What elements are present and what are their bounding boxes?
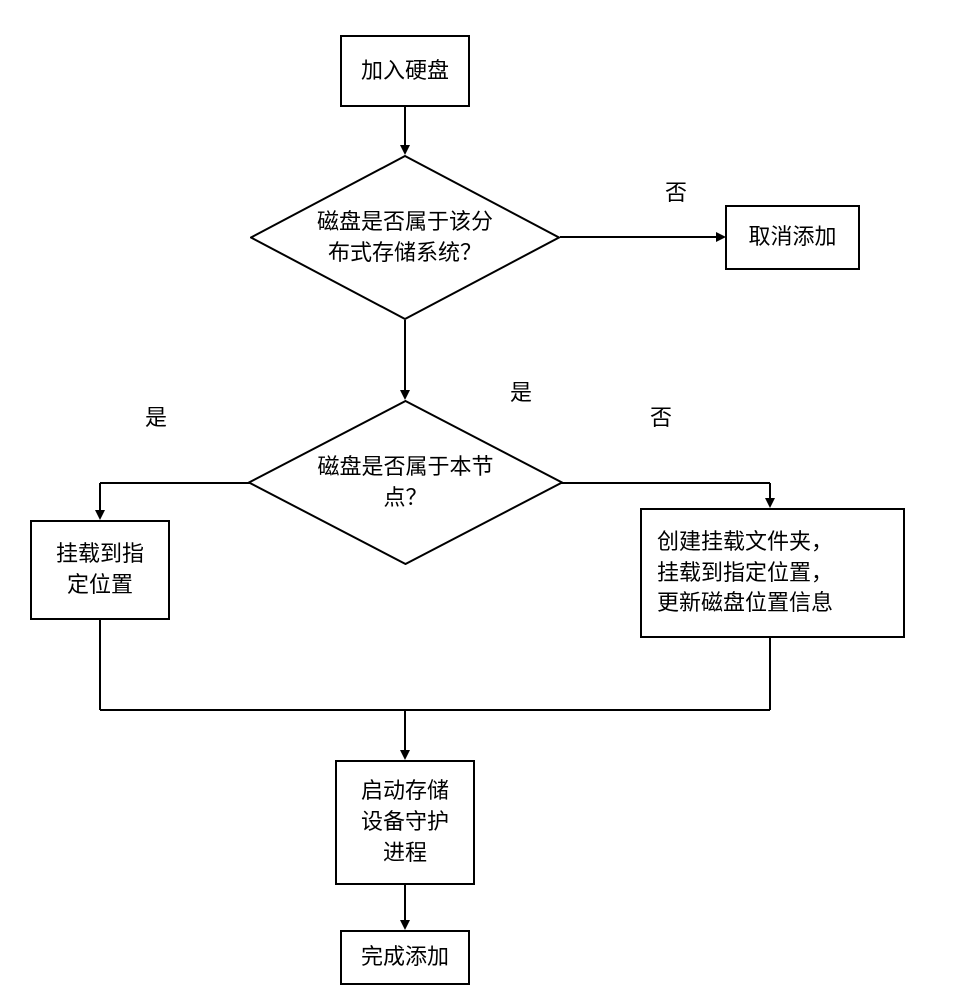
daemon-box: 启动存储设备守护进程 (335, 760, 475, 885)
label-yes-2: 是 (145, 400, 167, 432)
no-text-2: 否 (650, 405, 672, 430)
arrow-start-d1 (398, 107, 412, 157)
mount-new-text: 创建挂载文件夹，挂载到指定位置，更新磁盘位置信息 (657, 527, 833, 619)
arrow-d2-right (560, 476, 780, 512)
mount-same-box: 挂载到指定位置 (30, 520, 170, 620)
complete-box: 完成添加 (340, 930, 470, 985)
arrow-left-join (93, 620, 413, 765)
label-no-1: 否 (665, 175, 687, 207)
label-no-2: 否 (650, 400, 672, 432)
mount-new-box: 创建挂载文件夹，挂载到指定位置，更新磁盘位置信息 (640, 508, 905, 638)
decision1-text: 磁盘是否属于该分布式存储系统？ (317, 207, 493, 269)
arrow-d2-left (93, 476, 253, 524)
daemon-text: 启动存储设备守护进程 (361, 776, 449, 868)
arrow-daemon-complete (398, 885, 412, 932)
start-box: 加入硬盘 (340, 35, 470, 107)
decision1-label: 磁盘是否属于该分布式存储系统？ (317, 209, 493, 265)
decision2-text: 磁盘是否属于本节点？ (317, 452, 493, 514)
no-text-1: 否 (665, 180, 687, 205)
cancel-text: 取消添加 (748, 222, 836, 253)
decision1: 磁盘是否属于该分布式存储系统？ (250, 155, 560, 320)
arrow-d1-cancel (560, 230, 728, 244)
arrow-right-join (400, 638, 780, 718)
start-text: 加入硬盘 (361, 56, 449, 87)
decision2-label: 磁盘是否属于本节点？ (317, 454, 493, 510)
decision2: 磁盘是否属于本节点？ (248, 400, 563, 565)
cancel-box: 取消添加 (725, 205, 860, 270)
arrow-d1-d2 (398, 320, 412, 402)
yes-text-2: 是 (145, 405, 167, 430)
complete-text: 完成添加 (361, 942, 449, 973)
mount-same-text: 挂载到指定位置 (56, 539, 144, 601)
